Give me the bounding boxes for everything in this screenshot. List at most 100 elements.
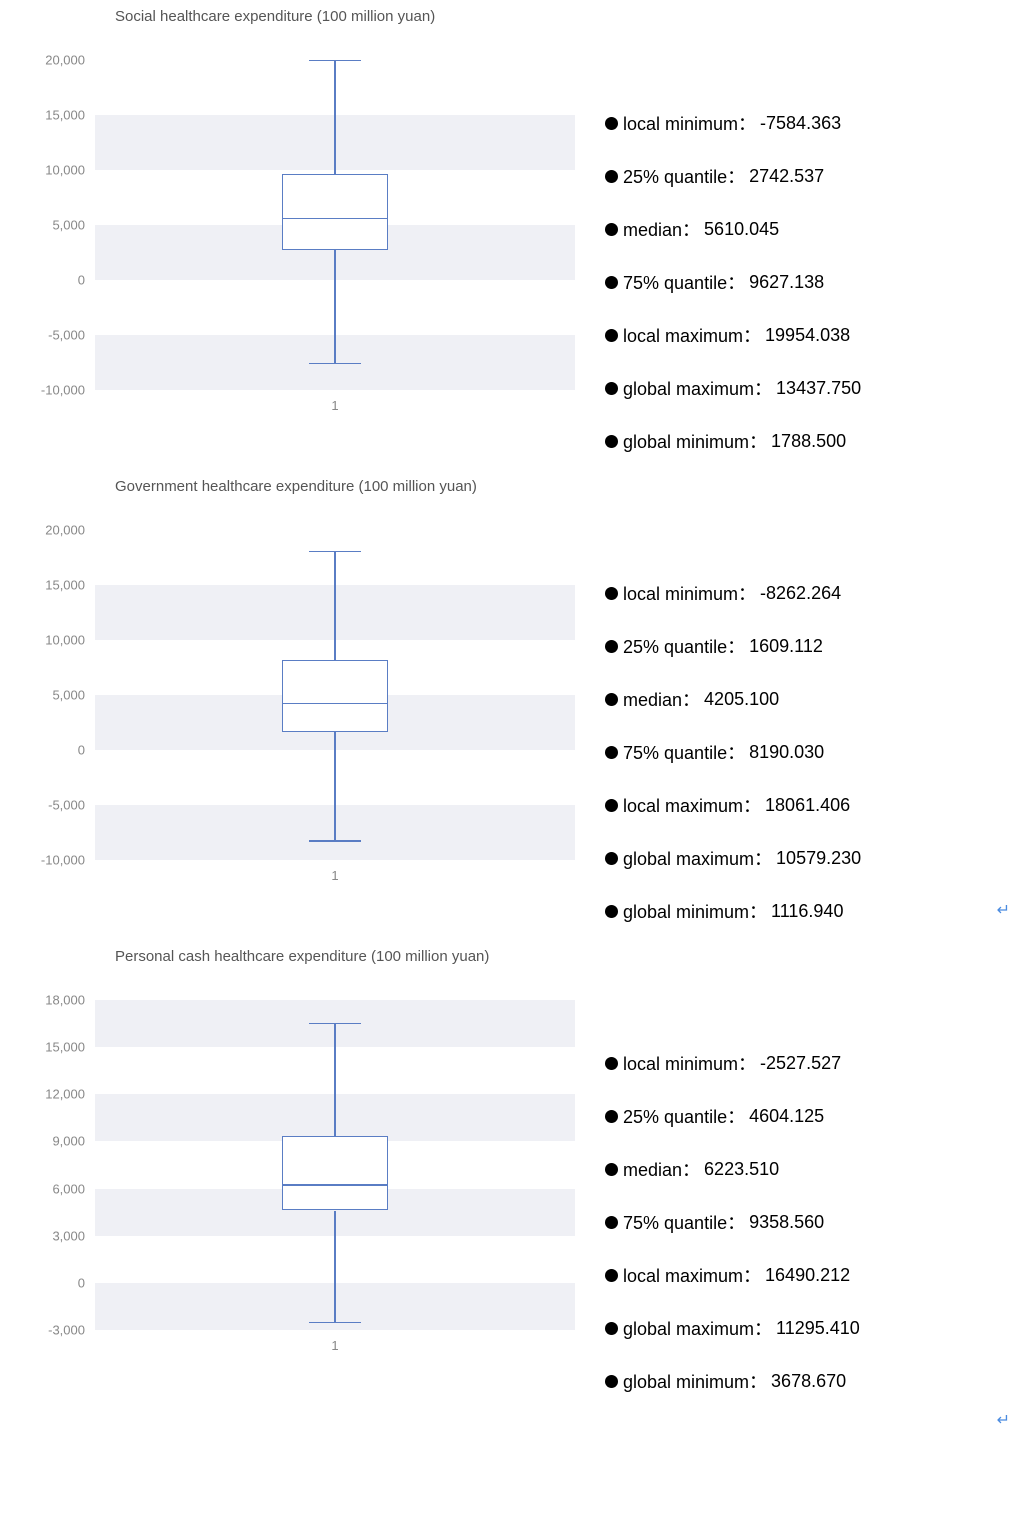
bullet-icon	[605, 1269, 618, 1282]
median-line	[282, 703, 388, 705]
y-tick-label: 0	[25, 1275, 85, 1290]
stat-label: 25% quantile：	[623, 633, 745, 659]
bullet-icon	[605, 382, 618, 395]
whisker-stem-upper	[334, 61, 336, 175]
whisker-cap-lower	[309, 1322, 362, 1324]
stat-label: 75% quantile：	[623, 1209, 745, 1235]
stat-label: median：	[623, 686, 700, 712]
stat-value: -8262.264	[760, 583, 841, 604]
whisker-stem-lower	[334, 732, 336, 841]
bullet-icon	[605, 1322, 618, 1335]
y-tick-label: 6,000	[25, 1181, 85, 1196]
bullet-icon	[605, 1057, 618, 1070]
bullet-icon	[605, 223, 618, 236]
y-tick-label: 5,000	[25, 688, 85, 703]
stat-value: -2527.527	[760, 1053, 841, 1074]
stat-item: global minimum：3678.670	[605, 1368, 860, 1394]
stat-value: 5610.045	[704, 219, 779, 240]
bullet-icon	[605, 276, 618, 289]
stats-list: local minimum：-7584.363 25% quantile：2742…	[605, 110, 861, 481]
stat-label: global minimum：	[623, 428, 767, 454]
stat-item: global maximum：11295.410	[605, 1315, 860, 1341]
stat-label: median：	[623, 216, 700, 242]
y-tick-label: 20,000	[25, 53, 85, 68]
whisker-cap-lower	[309, 840, 362, 842]
chart-panel: Personal cash healthcare expenditure (10…	[0, 940, 1018, 1430]
bullet-icon	[605, 435, 618, 448]
bullet-icon	[605, 640, 618, 653]
stat-label: local maximum：	[623, 792, 761, 818]
box-iqr	[282, 1136, 388, 1211]
stat-value: 18061.406	[765, 795, 850, 816]
stat-value: 9627.138	[749, 272, 824, 293]
bullet-icon	[605, 693, 618, 706]
stat-label: global maximum：	[623, 845, 772, 871]
bullet-icon	[605, 1375, 618, 1388]
whisker-stem-lower	[334, 1211, 336, 1323]
y-tick-label: -10,000	[25, 853, 85, 868]
y-tick-label: 18,000	[25, 993, 85, 1008]
plot-area: -10,000-5,00005,00010,00015,00020,0001	[95, 530, 575, 860]
stat-label: local minimum：	[623, 1050, 756, 1076]
stat-item: global maximum：10579.230	[605, 845, 861, 871]
bullet-icon	[605, 117, 618, 130]
stat-item: local maximum：19954.038	[605, 322, 861, 348]
x-tick-label: 1	[331, 398, 338, 413]
stat-value: 4205.100	[704, 689, 779, 710]
plot-area: -10,000-5,00005,00010,00015,00020,0001	[95, 60, 575, 390]
plot-area: -3,00003,0006,0009,00012,00015,00018,000…	[95, 1000, 575, 1330]
stat-item: 25% quantile：1609.112	[605, 633, 861, 659]
stat-label: local minimum：	[623, 110, 756, 136]
y-tick-label: 15,000	[25, 108, 85, 123]
stat-value: 1116.940	[771, 901, 843, 922]
y-tick-label: 10,000	[25, 633, 85, 648]
whisker-cap-upper	[309, 1023, 362, 1025]
y-tick-label: -5,000	[25, 328, 85, 343]
stat-item: local minimum：-8262.264	[605, 580, 861, 606]
stat-label: local maximum：	[623, 1262, 761, 1288]
y-tick-label: 10,000	[25, 163, 85, 178]
whisker-cap-upper	[309, 551, 362, 553]
y-tick-label: 12,000	[25, 1087, 85, 1102]
stat-label: global minimum：	[623, 1368, 767, 1394]
x-tick-label: 1	[331, 1338, 338, 1353]
stat-value: 19954.038	[765, 325, 850, 346]
return-icon: ↵	[997, 900, 1010, 920]
stat-value: 11295.410	[776, 1318, 860, 1339]
y-tick-label: 0	[25, 743, 85, 758]
chart-title: Social healthcare expenditure (100 milli…	[115, 8, 435, 25]
stat-value: 10579.230	[776, 848, 861, 869]
y-tick-label: 15,000	[25, 578, 85, 593]
bullet-icon	[605, 799, 618, 812]
stat-value: -7584.363	[760, 113, 841, 134]
bullet-icon	[605, 329, 618, 342]
y-tick-label: -5,000	[25, 798, 85, 813]
stat-value: 4604.125	[749, 1106, 824, 1127]
stat-label: global minimum：	[623, 898, 767, 924]
chart-title: Personal cash healthcare expenditure (10…	[115, 948, 489, 965]
stat-item: global maximum：13437.750	[605, 375, 861, 401]
stat-value: 8190.030	[749, 742, 824, 763]
stats-list: local minimum：-8262.264 25% quantile：1609…	[605, 580, 861, 951]
stat-item: 75% quantile：9358.560	[605, 1209, 860, 1235]
stat-label: global maximum：	[623, 1315, 772, 1341]
stat-value: 9358.560	[749, 1212, 824, 1233]
stats-list: local minimum：-2527.52725% quantile：4604…	[605, 1050, 860, 1421]
stat-item: local maximum：16490.212	[605, 1262, 860, 1288]
y-tick-label: -10,000	[25, 383, 85, 398]
bullet-icon	[605, 1216, 618, 1229]
bullet-icon	[605, 1163, 618, 1176]
y-tick-label: 20,000	[25, 523, 85, 538]
stat-item: local maximum：18061.406	[605, 792, 861, 818]
stat-label: 25% quantile：	[623, 163, 745, 189]
stat-label: 75% quantile：	[623, 739, 745, 765]
stat-label: local minimum：	[623, 580, 756, 606]
stat-value: 2742.537	[749, 166, 824, 187]
y-tick-label: -3,000	[25, 1323, 85, 1338]
y-tick-label: 5,000	[25, 218, 85, 233]
whisker-stem-upper	[334, 1024, 336, 1136]
stat-label: local maximum：	[623, 322, 761, 348]
stat-item: 25% quantile：2742.537	[605, 163, 861, 189]
median-line	[282, 218, 388, 220]
stat-value: 1609.112	[749, 636, 823, 657]
